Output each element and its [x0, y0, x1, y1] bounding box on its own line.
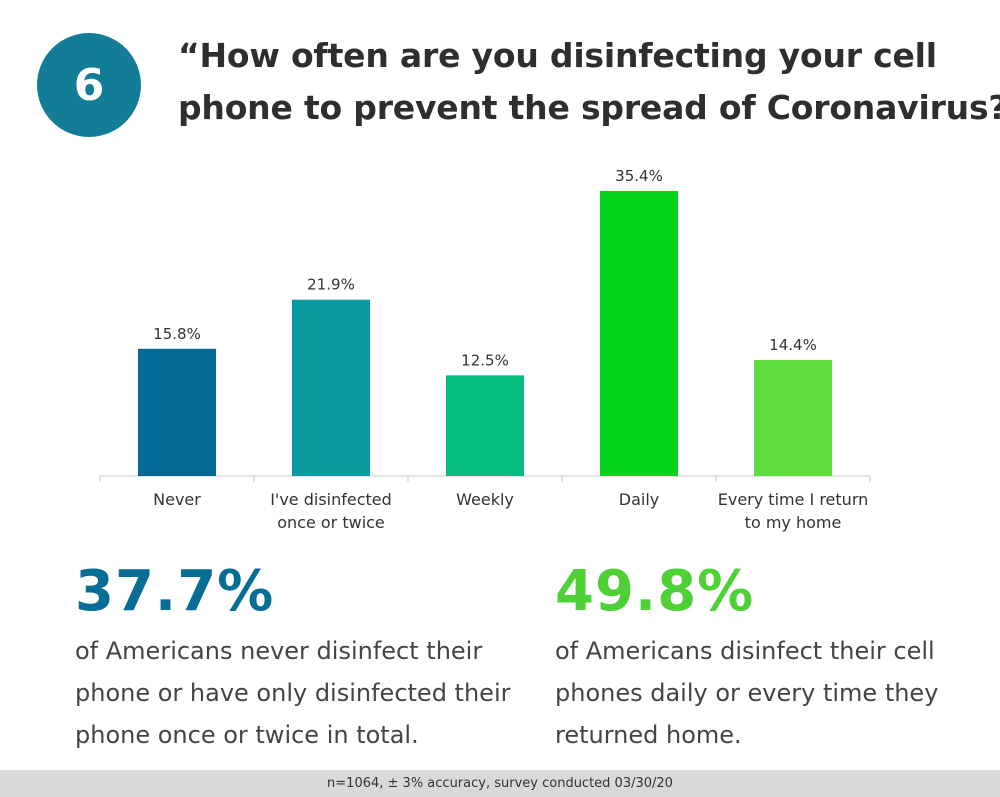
- bar-value-label: 12.5%: [461, 351, 509, 369]
- survey-footnote: n=1064, ± 3% accuracy, survey conducted …: [327, 776, 673, 791]
- bar: [600, 191, 678, 476]
- category-label: to my home: [745, 513, 842, 532]
- category-label: I've disinfected: [270, 490, 392, 509]
- chart-title-line-1: “How often are you disinfecting your cel…: [178, 36, 937, 75]
- question-number-badge: 6: [37, 33, 141, 137]
- stat-left-line-3: phone once or twice in total.: [75, 721, 419, 749]
- stat-left-line-1: of Americans never disinfect their: [75, 637, 483, 665]
- bar-value-label: 35.4%: [615, 167, 663, 185]
- stat-right-description: of Americans disinfect their cell phones…: [555, 630, 938, 756]
- question-number: 6: [73, 59, 105, 111]
- bar-chart: 15.8% Never 21.9% I've disinfected once or t…: [99, 167, 871, 532]
- stat-right-line-3: returned home.: [555, 721, 742, 749]
- stat-right-line-1: of Americans disinfect their cell: [555, 637, 935, 665]
- category-label: once or twice: [277, 513, 385, 532]
- stat-right-line-2: phones daily or every time they: [555, 679, 939, 707]
- stat-right-value: 49.8%: [555, 559, 755, 624]
- bar-value-label: 15.8%: [153, 325, 201, 343]
- stat-left: 37.7% of Americans never disinfect their…: [75, 560, 510, 756]
- stat-left-description: of Americans never disinfect their phone…: [75, 630, 510, 756]
- stat-right: 49.8% of Americans disinfect their cell …: [555, 560, 938, 756]
- bar: [754, 360, 832, 476]
- chart-title-line-2: phone to prevent the spread of Coronavir…: [178, 88, 1000, 127]
- chart-title: “How often are you disinfecting your cel…: [178, 30, 1000, 134]
- bar: [446, 375, 524, 476]
- stat-left-value: 37.7%: [75, 559, 275, 624]
- bar-value-label: 21.9%: [307, 276, 355, 294]
- stat-left-line-2: phone or have only disinfected their: [75, 679, 511, 707]
- category-label: Weekly: [456, 490, 514, 509]
- bar: [292, 299, 370, 476]
- bar: [138, 348, 216, 476]
- category-label: Never: [153, 490, 201, 509]
- category-label: Every time I return: [718, 490, 869, 509]
- bar-value-label: 14.4%: [769, 336, 817, 354]
- category-label: Daily: [619, 490, 659, 509]
- survey-footer: n=1064, ± 3% accuracy, survey conducted …: [0, 770, 1000, 797]
